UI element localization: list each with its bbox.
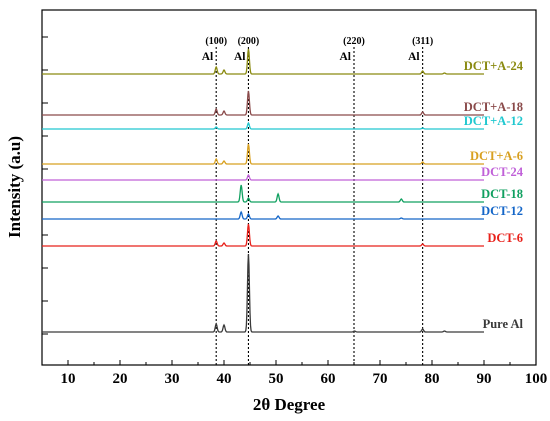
series-label: DCT+A-18 <box>464 100 523 114</box>
peak-index-label: (100) <box>205 36 227 47</box>
peak-phase-label: Al <box>234 51 246 63</box>
peak-phase-label: Al <box>340 51 352 63</box>
series-label: DCT+A-6 <box>470 149 523 163</box>
series-line <box>42 90 484 116</box>
peak-index-label: (200) <box>238 36 260 47</box>
x-axis-ticks: 10 20 30 40 50 60 70 80 90 100 <box>41 360 548 387</box>
series-line <box>42 143 484 165</box>
series-label: DCT-12 <box>481 204 523 218</box>
y-axis-title: Intensity (a.u) <box>5 136 24 238</box>
series-label: DCT-24 <box>481 165 524 179</box>
y-axis-ticks <box>42 36 48 335</box>
x-tick-label: 40 <box>217 371 232 387</box>
x-tick-label: 10 <box>61 371 76 387</box>
peak-phase-label: Al <box>202 51 214 63</box>
series-line <box>42 184 484 203</box>
x-tick-label: 70 <box>373 371 388 387</box>
series-line <box>42 253 484 333</box>
x-tick-label: 50 <box>269 371 284 387</box>
x-tick-label: 30 <box>165 371 180 387</box>
series-label: DCT+A-12 <box>464 114 523 128</box>
series-group <box>42 48 484 333</box>
peak-phase-label: Al <box>408 51 420 63</box>
series-line <box>42 48 484 75</box>
x-tick-label: 90 <box>477 371 492 387</box>
series-label: DCT-18 <box>481 187 523 201</box>
plot-frame <box>41 9 537 366</box>
reference-lines: (100) Al (200) Al (220) Al (311) Al <box>202 36 433 365</box>
series-labels: Pure Al DCT-6 DCT-12 DCT-18 DCT-24 DCT+A-6 DCT… <box>464 59 524 331</box>
series-label: Pure Al <box>483 317 524 331</box>
peak-index-label: (311) <box>412 36 433 47</box>
series-line <box>42 210 484 220</box>
series-label: DCT-6 <box>487 231 523 245</box>
x-axis-title: 2θ Degree <box>253 395 326 414</box>
series-line <box>42 173 484 181</box>
x-tick-label: 100 <box>525 371 548 387</box>
x-tick-label: 20 <box>113 371 128 387</box>
peak-index-label: (220) <box>343 36 365 47</box>
x-tick-label: 80 <box>425 371 440 387</box>
series-label: DCT+A-24 <box>464 59 524 73</box>
series-line <box>42 223 484 247</box>
x-tick-label: 60 <box>321 371 336 387</box>
series-line <box>42 121 484 130</box>
